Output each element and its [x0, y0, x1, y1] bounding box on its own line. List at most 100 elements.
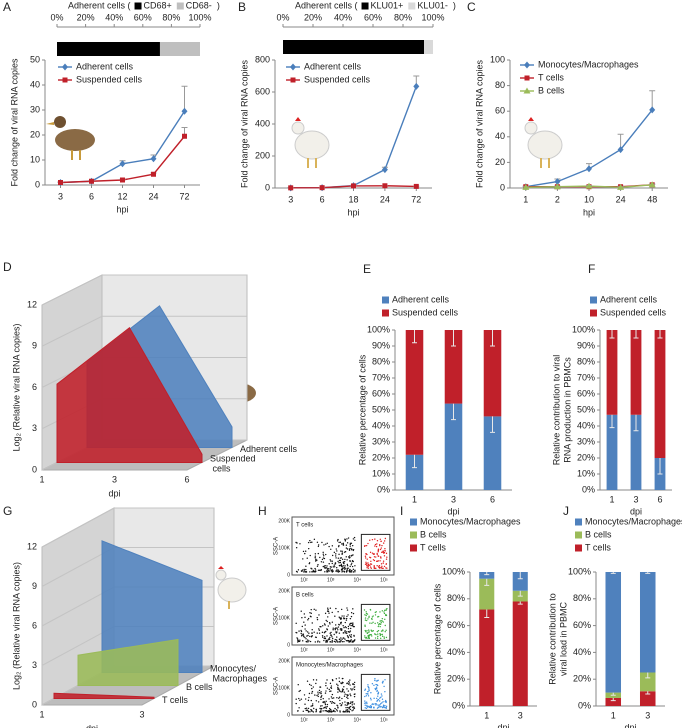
event-dot: [377, 695, 379, 697]
event-dot: [380, 567, 382, 569]
event-dot: [320, 626, 322, 628]
x-tick-label: 10⁵: [380, 577, 388, 583]
y-tick-label: 20: [30, 129, 40, 139]
event-dot: [344, 540, 347, 542]
y-tick-label: 80%: [372, 356, 390, 366]
event-dot: [316, 618, 319, 621]
event-dot: [339, 557, 342, 559]
event-dot: [347, 690, 350, 692]
event-dot: [318, 614, 320, 616]
event-dot: [365, 619, 368, 622]
marker: [524, 75, 530, 81]
event-dot: [341, 558, 344, 561]
event-dot: [381, 698, 384, 700]
event-dot: [329, 711, 331, 713]
event-dot: [371, 683, 374, 685]
event-dot: [326, 687, 329, 689]
event-dot: [374, 611, 377, 614]
area: [53, 692, 155, 699]
legend-label: Adherent cells: [600, 294, 658, 304]
event-dot: [307, 634, 309, 637]
event-dot: [312, 569, 315, 572]
event-dot: [379, 634, 382, 637]
event-dot: [323, 567, 326, 569]
event-dot: [339, 699, 341, 702]
event-dot: [328, 563, 330, 565]
event-dot: [383, 612, 386, 615]
event-dot: [350, 622, 353, 625]
event-dot: [366, 613, 369, 615]
event-dot: [369, 705, 372, 707]
error-bar: [633, 414, 639, 432]
event-dot: [295, 631, 297, 634]
event-dot: [335, 548, 337, 550]
event-dot: [342, 562, 345, 564]
marker: [553, 183, 561, 190]
event-dot: [342, 632, 345, 634]
bar-segment: [479, 572, 495, 579]
event-dot: [346, 709, 349, 711]
event-dot: [328, 545, 330, 548]
event-dot: [349, 617, 352, 620]
event-dot: [321, 541, 323, 544]
event-dot: [349, 635, 352, 638]
y-axis-title: Fold change of viral RNA copies: [474, 59, 484, 188]
event-dot: [305, 638, 307, 640]
y-axis-title: Relative percentage of cells: [432, 583, 442, 694]
y-tick-label: 100: [490, 54, 505, 64]
event-dot: [325, 543, 327, 545]
event-dot: [302, 558, 304, 560]
event-dot: [353, 683, 355, 686]
event-dot: [327, 616, 329, 618]
event-dot: [329, 607, 332, 609]
gate: [360, 673, 391, 711]
event-dot: [368, 615, 370, 618]
x-tick-label: 1: [39, 474, 44, 484]
event-dot: [300, 570, 303, 572]
event-dot: [341, 681, 344, 684]
event-dot: [342, 677, 344, 680]
event-dot: [379, 632, 381, 635]
event-dot: [353, 625, 355, 628]
event-dot: [379, 611, 381, 613]
event-dot: [309, 539, 311, 542]
y-tick-label: 20%: [573, 674, 591, 684]
event-dot: [344, 632, 347, 634]
event-dot: [309, 554, 311, 557]
event-dot: [340, 568, 343, 570]
event-dot: [332, 679, 334, 682]
event-dot: [364, 702, 367, 704]
event-dot: [322, 551, 324, 554]
x-tick-label: 100%: [421, 12, 444, 22]
event-dot: [329, 636, 331, 639]
event-dot: [343, 570, 346, 573]
event-dot: [330, 548, 332, 550]
event-dot: [383, 609, 386, 612]
event-dot: [330, 687, 333, 689]
event-dot: [303, 635, 305, 638]
event-dot: [331, 562, 333, 565]
bar-segment: [605, 697, 622, 706]
event-dot: [351, 704, 353, 706]
event-dot: [318, 689, 321, 692]
event-dot: [370, 692, 372, 694]
y-tick-label: 60%: [372, 388, 390, 398]
gate: [360, 603, 391, 641]
marker: [648, 181, 656, 188]
event-dot: [309, 711, 311, 713]
event-dot: [364, 695, 366, 698]
bar-segment: [479, 578, 495, 610]
event-dot: [365, 561, 367, 563]
event-dot: [381, 551, 383, 554]
event-dot: [311, 703, 314, 705]
event-dot: [376, 565, 378, 567]
event-dot: [340, 617, 343, 619]
event-dot: [315, 682, 317, 685]
event-dot: [383, 685, 385, 688]
y-tick-label: 50%: [372, 404, 390, 414]
event-dot: [381, 617, 384, 620]
event-dot: [366, 632, 369, 635]
event-dot: [338, 677, 340, 679]
y-tick-label: 80: [495, 80, 505, 90]
event-dot: [367, 634, 370, 637]
